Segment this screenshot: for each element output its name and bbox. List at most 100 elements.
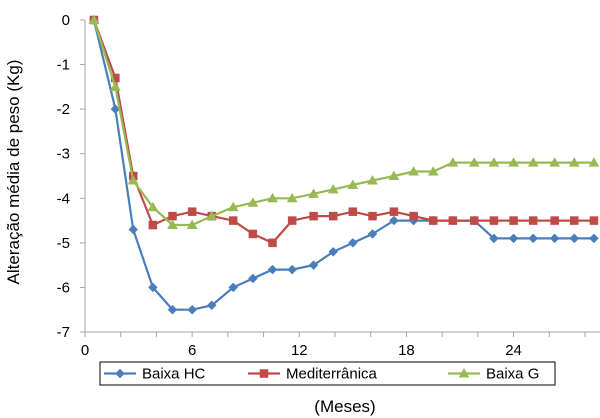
data-point <box>389 207 399 216</box>
data-point <box>409 211 418 221</box>
y-tick-label: -7 <box>57 324 70 341</box>
data-point <box>308 260 319 270</box>
data-point <box>589 233 599 244</box>
data-point <box>428 216 438 225</box>
data-point <box>186 219 198 230</box>
data-point <box>248 229 258 239</box>
series-2 <box>88 14 600 230</box>
data-point <box>528 216 538 225</box>
data-point <box>367 229 378 239</box>
legend-box <box>99 361 556 386</box>
series-1 <box>89 15 599 248</box>
x-tick-label: 6 <box>188 342 196 359</box>
legend-marker <box>115 368 125 379</box>
data-point <box>348 238 358 248</box>
data-point <box>286 192 298 203</box>
data-point <box>267 264 278 275</box>
y-tick-label: -1 <box>57 57 70 74</box>
data-point <box>389 215 399 226</box>
data-point <box>128 224 139 235</box>
x-tick-labels: 0 6 12 18 24 <box>81 332 586 359</box>
data-point <box>88 14 100 24</box>
y-axis-label: Alteração média de peso (Kg) <box>4 60 23 285</box>
data-point <box>408 166 420 176</box>
data-point <box>309 211 318 221</box>
data-point <box>187 207 197 216</box>
legend: Baixa HC Mediterrânica Baixa G <box>99 361 556 386</box>
data-point <box>206 300 217 311</box>
data-point <box>549 233 560 244</box>
data-point <box>168 211 177 221</box>
y-tick-label: 0 <box>62 12 70 29</box>
x-tick-label: 0 <box>81 342 89 359</box>
data-point <box>489 233 499 244</box>
y-tick-label: -2 <box>57 101 70 118</box>
data-point <box>570 216 579 225</box>
series-line <box>92 19 594 311</box>
data-point <box>588 157 600 167</box>
y-tick-labels: 0 -1 -2 -3 -4 -5 -6 -7 <box>57 12 85 341</box>
data-point <box>187 304 197 315</box>
axes <box>84 20 600 333</box>
data-point <box>268 238 277 248</box>
y-tick-label: -4 <box>57 190 70 207</box>
series-line <box>92 19 594 245</box>
y-tick-label: -3 <box>57 146 70 163</box>
data-point <box>267 192 278 203</box>
data-point <box>509 216 518 225</box>
series-line <box>92 19 594 227</box>
data-point <box>228 216 238 225</box>
data-point <box>489 216 499 225</box>
data-point <box>348 207 358 216</box>
data-point <box>287 264 297 275</box>
data-point <box>227 201 239 212</box>
data-point <box>550 216 559 225</box>
data-point <box>528 233 539 244</box>
legend-marker <box>259 369 269 378</box>
data-point <box>228 282 239 293</box>
legend-item: Baixa HC <box>104 366 206 383</box>
data-point <box>488 157 500 167</box>
legend-label: Baixa G <box>486 366 539 383</box>
legend-label: Baixa HC <box>142 366 206 383</box>
data-point <box>287 216 297 225</box>
y-tick-label: -6 <box>57 279 70 296</box>
data-point <box>468 157 480 167</box>
data-point <box>328 211 338 221</box>
data-point <box>167 304 178 315</box>
data-point <box>368 211 377 221</box>
data-point <box>248 273 258 284</box>
data-point <box>347 179 359 189</box>
data-point <box>147 201 159 212</box>
data-point <box>127 174 139 185</box>
data-point <box>247 197 259 207</box>
data-point <box>568 157 580 167</box>
data-point <box>167 219 178 230</box>
data-point <box>148 282 158 293</box>
data-point <box>308 188 320 198</box>
data-point <box>448 216 458 225</box>
series-0 <box>89 15 599 315</box>
data-point <box>470 216 479 225</box>
x-tick-label: 24 <box>505 342 522 359</box>
x-tick-label: 18 <box>398 342 415 359</box>
data-point <box>109 81 121 91</box>
legend-item: Mediterrânica <box>248 366 378 383</box>
legend-label: Mediterrânica <box>286 366 378 383</box>
data-point <box>527 157 539 167</box>
legend-marker <box>458 367 470 378</box>
data-point <box>388 170 400 180</box>
x-tick-label: 12 <box>291 342 308 359</box>
y-tick-label: -5 <box>57 235 70 252</box>
data-point <box>589 216 599 225</box>
data-point <box>328 246 339 257</box>
data-point <box>508 233 519 244</box>
data-point <box>549 157 561 167</box>
data-point <box>206 210 218 221</box>
data-point <box>569 233 580 244</box>
data-point <box>367 174 378 185</box>
data-point <box>427 166 439 176</box>
series-layer <box>88 14 600 315</box>
data-point <box>508 157 520 167</box>
